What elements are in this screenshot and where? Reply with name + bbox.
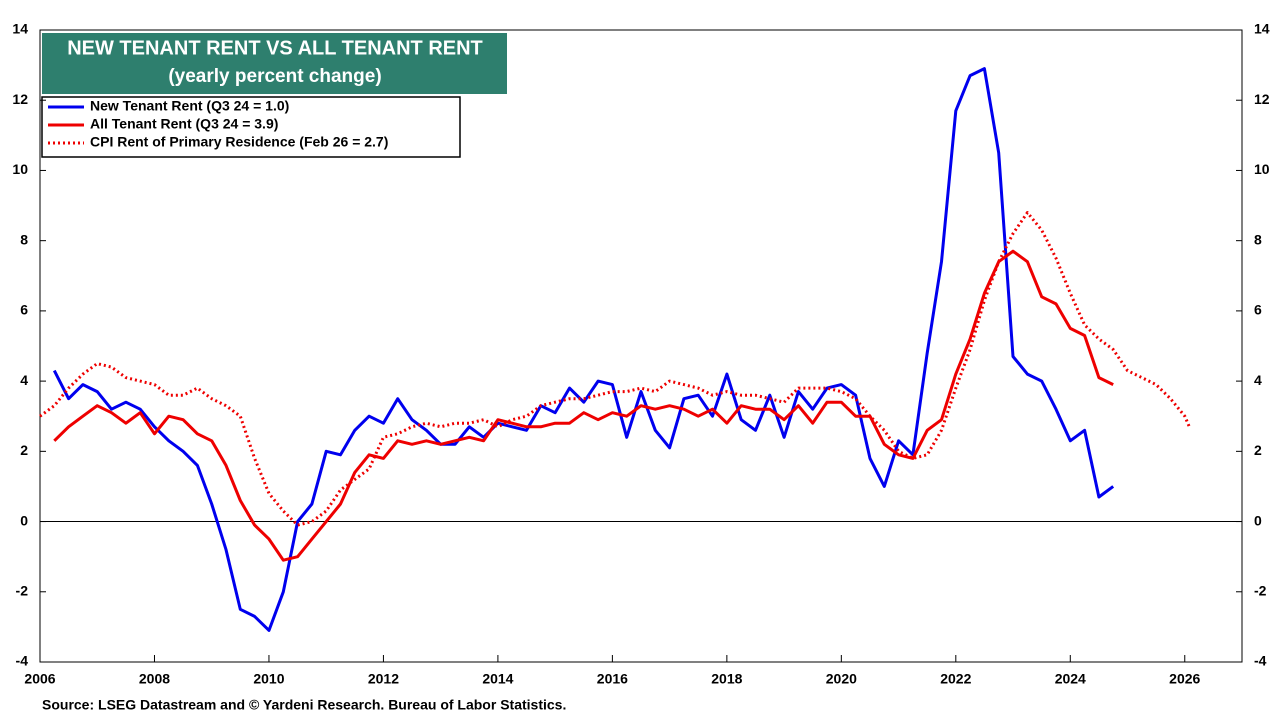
- y2-tick-label: 6: [1254, 302, 1262, 318]
- x-tick-label: 2010: [253, 671, 284, 687]
- series-line: [53, 249, 1114, 562]
- x-tick-label: 2018: [711, 671, 742, 687]
- x-tick-label: 2006: [24, 671, 55, 687]
- y-tick-label: 12: [12, 91, 28, 107]
- y2-tick-label: -4: [1254, 653, 1267, 669]
- source-note: Source: LSEG Datastream and © Yardeni Re…: [42, 697, 566, 713]
- chart-subtitle: (yearly percent change): [168, 66, 381, 87]
- y2-tick-label: 12: [1254, 91, 1270, 107]
- chart-title: NEW TENANT RENT VS ALL TENANT RENT: [67, 37, 483, 59]
- y2-tick-label: 8: [1254, 231, 1262, 247]
- y2-tick-label: 0: [1254, 512, 1262, 528]
- y2-tick-label: 14: [1254, 21, 1270, 37]
- legend-label: All Tenant Rent (Q3 24 = 3.9): [90, 116, 278, 132]
- x-tick-label: 2014: [482, 671, 513, 687]
- y-tick-label: 6: [20, 302, 28, 318]
- x-tick-label: 2024: [1055, 671, 1086, 687]
- x-tick-label: 2008: [139, 671, 170, 687]
- y2-tick-label: 10: [1254, 161, 1270, 177]
- title-box: [42, 33, 507, 94]
- y-tick-label: 14: [12, 21, 28, 37]
- y-tick-label: 2: [20, 442, 28, 458]
- series-line: [39, 211, 1191, 527]
- x-tick-label: 2012: [368, 671, 399, 687]
- x-tick-label: 2022: [940, 671, 971, 687]
- y-tick-label: 0: [20, 512, 28, 528]
- plot-frame: [39, 29, 1243, 663]
- y2-tick-label: 4: [1254, 372, 1262, 388]
- y-tick-label: -2: [16, 582, 29, 598]
- x-tick-label: 2026: [1169, 671, 1200, 687]
- y-tick-label: -4: [16, 653, 29, 669]
- x-tick-label: 2016: [597, 671, 628, 687]
- y2-tick-label: -2: [1254, 582, 1267, 598]
- series-line: [52, 67, 1115, 632]
- y2-tick-label: 2: [1254, 442, 1262, 458]
- legend-label: New Tenant Rent (Q3 24 = 1.0): [90, 98, 289, 114]
- y-tick-label: 8: [20, 231, 28, 247]
- y-tick-label: 10: [12, 161, 28, 177]
- x-tick-label: 2020: [826, 671, 857, 687]
- legend-box: [41, 96, 461, 158]
- legend-label: CPI Rent of Primary Residence (Feb 26 = …: [90, 134, 388, 150]
- y-tick-label: 4: [20, 372, 28, 388]
